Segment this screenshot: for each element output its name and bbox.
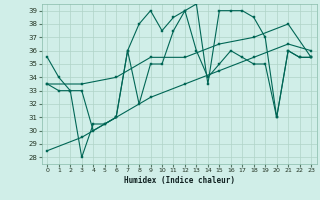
X-axis label: Humidex (Indice chaleur): Humidex (Indice chaleur) [124,176,235,185]
